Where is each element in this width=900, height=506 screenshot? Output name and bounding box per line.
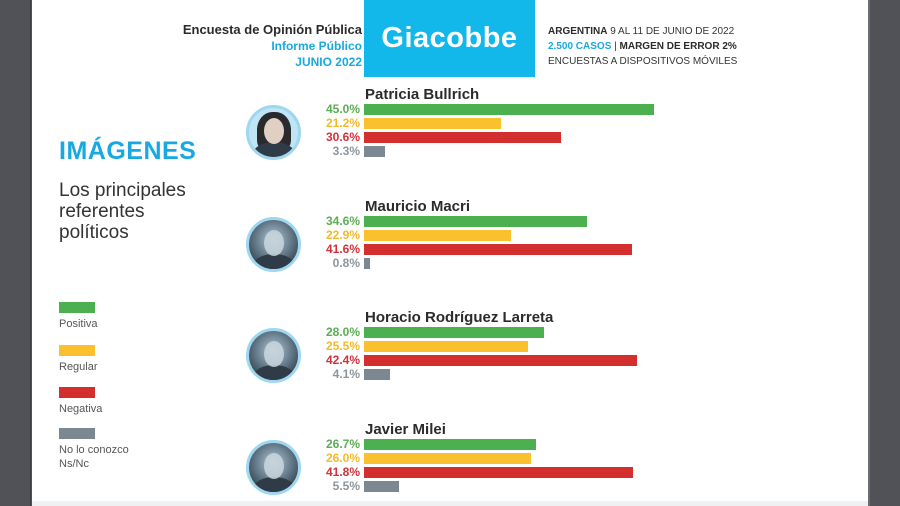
survey-location-date: ARGENTINA 9 AL 11 DE JUNIO DE 2022 xyxy=(548,26,735,37)
candidate-javier-milei: Javier Milei 26.7% 26.0% 41.8% 5.5% xyxy=(242,417,842,506)
bar xyxy=(364,341,529,352)
bar-row-regular: 21.2% xyxy=(242,116,842,130)
page-bottom-edge xyxy=(32,501,868,506)
bar xyxy=(364,104,654,115)
bar xyxy=(364,481,400,492)
legend-swatch xyxy=(59,345,95,356)
bar-row-negativa: 41.6% xyxy=(242,242,842,256)
bar-row-negativa: 41.8% xyxy=(242,465,842,479)
percent-label: 21.2% xyxy=(325,116,360,130)
bar-row-ns-nc: 4.1% xyxy=(242,367,842,381)
bar xyxy=(364,230,512,241)
header-left: Encuesta de Opinión Pública Informe Públ… xyxy=(183,22,362,70)
brand-logo: Giacobbe xyxy=(364,0,535,77)
legend-label: Positiva xyxy=(59,318,98,330)
percent-label: 42.4% xyxy=(325,353,360,367)
bar xyxy=(364,216,587,227)
percent-label: 26.0% xyxy=(325,451,360,465)
legend-label: Negativa xyxy=(59,403,103,415)
survey-title: Encuesta de Opinión Pública xyxy=(182,22,362,37)
candidate-photo xyxy=(246,105,301,160)
bar xyxy=(364,258,370,269)
legend-swatch xyxy=(59,302,95,313)
legend-item-regular: Regular xyxy=(59,345,98,374)
section-subtitle: Los principales referentes políticos xyxy=(59,180,186,243)
bar-row-positiva: 28.0% xyxy=(242,325,842,339)
legend-item-negativa: Negativa xyxy=(59,387,102,416)
bar-row-positiva: 45.0% xyxy=(242,102,842,116)
bar-row-negativa: 30.6% xyxy=(242,130,842,144)
percent-label: 26.7% xyxy=(325,437,360,451)
section-title: IMÁGENES xyxy=(59,137,197,165)
candidate-photo xyxy=(246,328,301,383)
percent-label: 41.8% xyxy=(325,465,360,479)
bar-row-ns-nc: 5.5% xyxy=(242,479,842,493)
candidate-name: Mauricio Macri xyxy=(365,198,471,215)
bar xyxy=(364,118,501,129)
percent-label: 22.9% xyxy=(325,228,360,242)
viewer-frame-left xyxy=(0,0,31,506)
bar-row-ns-nc: 3.3% xyxy=(242,144,842,158)
bar xyxy=(364,453,532,464)
percent-label: 45.0% xyxy=(325,102,360,116)
percent-label: 5.5% xyxy=(332,479,360,493)
candidate-patricia-bullrich: Patricia Bullrich 45.0% 21.2% 30.6% 3.3% xyxy=(242,82,842,178)
viewer-frame-right xyxy=(868,0,900,506)
bar xyxy=(364,146,386,157)
candidate-photo xyxy=(246,440,301,495)
bar-row-positiva: 34.6% xyxy=(242,214,842,228)
report-date: JUNIO 2022 xyxy=(295,55,362,69)
bar xyxy=(364,327,545,338)
bar-row-positiva: 26.7% xyxy=(242,437,842,451)
candidate-name: Horacio Rodríguez Larreta xyxy=(365,309,554,326)
legend-label: No lo conozco xyxy=(59,444,129,456)
bar-row-regular: 22.9% xyxy=(242,228,842,242)
percent-label: 25.5% xyxy=(325,339,360,353)
legend-label: Ns/Nc xyxy=(59,458,89,470)
percent-label: 28.0% xyxy=(325,325,360,339)
percent-label: 41.6% xyxy=(325,242,360,256)
bar-row-negativa: 42.4% xyxy=(242,353,842,367)
bar-row-regular: 25.5% xyxy=(242,339,842,353)
survey-sample: 2.500 CASOS | MARGEN DE ERROR 2% xyxy=(548,41,737,52)
percent-label: 34.6% xyxy=(325,214,360,228)
report-type: Informe Público xyxy=(271,39,362,53)
candidate-name: Javier Milei xyxy=(365,421,446,438)
percent-label: 0.8% xyxy=(332,256,360,270)
legend-label: Regular xyxy=(59,361,98,373)
survey-method: ENCUESTAS A DISPOSITIVOS MÓVILES xyxy=(548,56,738,67)
legend-item-ns-nc: No lo conozco Ns/Nc xyxy=(59,428,129,471)
legend-swatch xyxy=(59,428,95,439)
bar-row-regular: 26.0% xyxy=(242,451,842,465)
percent-label: 4.1% xyxy=(332,367,360,381)
percent-label: 3.3% xyxy=(332,144,360,158)
header-right: ARGENTINA 9 AL 11 DE JUNIO DE 2022 2.500… xyxy=(548,24,737,69)
bar xyxy=(364,244,632,255)
candidate-horacio-rodr-guez-larreta: Horacio Rodríguez Larreta 28.0% 25.5% 42.4%… xyxy=(242,305,842,401)
bar-row-ns-nc: 0.8% xyxy=(242,256,842,270)
percent-label: 30.6% xyxy=(325,130,360,144)
bar xyxy=(364,467,634,478)
bar xyxy=(364,369,391,380)
candidate-mauricio-macri: Mauricio Macri 34.6% 22.9% 41.6% 0.8% xyxy=(242,194,842,290)
bar xyxy=(364,439,536,450)
bar xyxy=(364,132,562,143)
candidate-photo xyxy=(246,217,301,272)
legend-item-positiva: Positiva xyxy=(59,302,98,331)
bar xyxy=(364,355,638,366)
candidate-name: Patricia Bullrich xyxy=(365,86,480,103)
legend-swatch xyxy=(59,387,95,398)
survey-page: Encuesta de Opinión Pública Informe Públ… xyxy=(32,0,868,506)
